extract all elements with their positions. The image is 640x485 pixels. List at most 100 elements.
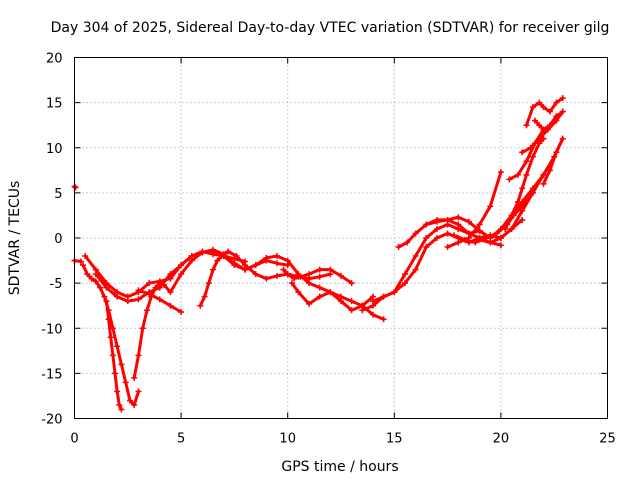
data-point: [167, 289, 174, 296]
data-point: [210, 266, 217, 273]
data-point: [109, 352, 116, 359]
x-tick-label: 5: [177, 432, 185, 447]
data-point: [519, 185, 526, 192]
data-point: [233, 253, 240, 260]
plot-area: [71, 95, 566, 413]
data-point: [84, 271, 91, 278]
y-tick-label: 20: [46, 52, 63, 67]
data-point: [118, 361, 125, 368]
y-axis-label: SDTVAR / TECUs: [7, 181, 23, 296]
data-point: [210, 248, 217, 255]
data-point: [242, 266, 249, 273]
data-point: [316, 266, 323, 273]
data-point: [455, 214, 462, 221]
data-point: [338, 272, 344, 279]
data-point: [502, 225, 509, 232]
data-point: [101, 293, 108, 300]
data-point: [116, 401, 123, 408]
data-point: [178, 309, 185, 316]
data-point: [523, 122, 530, 129]
data-point: [404, 239, 411, 246]
data-point: [529, 153, 536, 160]
data-point: [225, 248, 232, 255]
chart-title: Day 304 of 2025, Sidereal Day-to-day VTE…: [51, 20, 610, 36]
data-point: [199, 249, 206, 256]
data-point: [553, 99, 560, 106]
y-tick-label: -15: [41, 367, 62, 382]
data-point: [105, 316, 112, 323]
data-point: [553, 113, 560, 120]
data-point: [348, 307, 355, 314]
data-point: [423, 235, 430, 241]
data-point: [135, 287, 142, 294]
data-point: [412, 230, 419, 237]
data-point: [338, 298, 344, 305]
data-point: [306, 271, 313, 278]
data-point: [559, 135, 566, 142]
x-axis-label: GPS time / hours: [281, 459, 398, 475]
data-point: [82, 253, 89, 260]
x-tick-label: 10: [279, 432, 296, 447]
data-point: [274, 272, 281, 279]
data-point: [316, 284, 323, 291]
data-point: [205, 280, 212, 287]
data-point: [519, 216, 526, 223]
data-point: [487, 203, 494, 210]
data-point: [536, 99, 543, 106]
x-tick-label: 20: [493, 432, 510, 447]
series-arc-20: [503, 137, 545, 231]
data-point: [112, 370, 119, 377]
data-point: [263, 275, 270, 282]
data-point: [263, 254, 270, 261]
data-point: [197, 302, 204, 309]
series-arc-22: [520, 110, 565, 154]
data-point: [559, 95, 566, 102]
data-point: [220, 253, 227, 260]
data-point: [178, 262, 185, 269]
data-point: [540, 126, 547, 133]
data-point: [523, 158, 530, 165]
data-point: [527, 144, 534, 151]
data-point: [476, 227, 483, 234]
data-point: [497, 235, 504, 241]
data-point: [126, 397, 133, 404]
data-point: [519, 149, 526, 156]
data-point: [536, 122, 543, 129]
data-point: [348, 298, 355, 305]
data-point: [444, 244, 451, 251]
data-point: [465, 218, 472, 225]
data-point: [297, 273, 304, 280]
data-point: [114, 293, 121, 300]
data-point: [359, 307, 366, 314]
series-arc-25: [542, 137, 565, 186]
data-point: [553, 149, 560, 156]
data-point: [536, 135, 543, 142]
data-point: [114, 343, 121, 350]
data-point: [72, 184, 79, 191]
data-point: [92, 271, 99, 278]
data-point: [559, 108, 566, 115]
data-point: [391, 289, 398, 296]
data-point: [540, 171, 547, 178]
data-point: [139, 325, 146, 332]
data-point: [493, 230, 500, 237]
y-tick-label: -10: [41, 322, 62, 337]
data-point: [156, 280, 163, 287]
data-point: [327, 289, 334, 296]
data-point: [114, 388, 121, 395]
data-point: [143, 307, 150, 314]
data-point: [369, 298, 376, 305]
data-point: [529, 104, 536, 111]
data-point: [508, 212, 515, 219]
data-point: [201, 293, 208, 300]
data-point: [88, 275, 95, 282]
data-point: [540, 180, 547, 187]
data-point: [306, 280, 313, 287]
x-tick-label: 25: [599, 432, 616, 447]
data-point: [77, 258, 84, 265]
data-point: [529, 189, 536, 196]
data-point: [401, 271, 408, 278]
data-point: [131, 374, 138, 381]
data-point: [401, 280, 408, 287]
